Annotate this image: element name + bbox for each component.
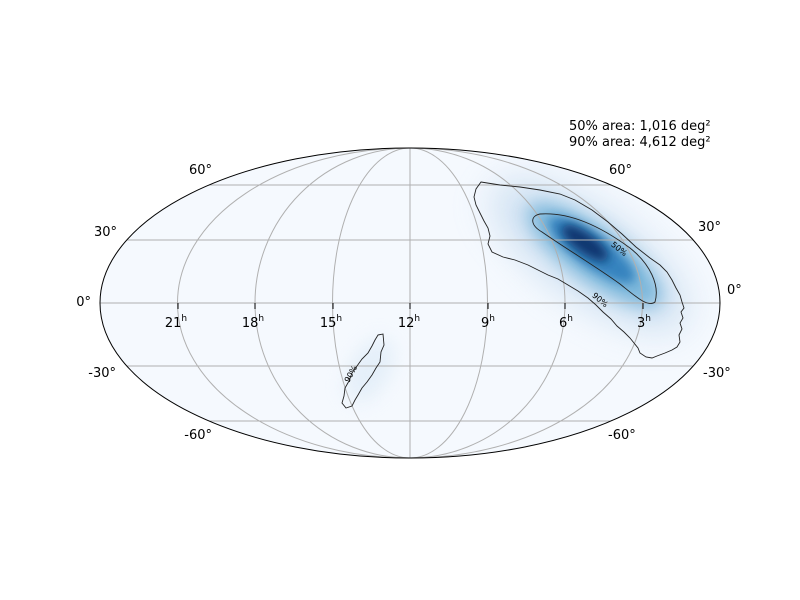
contour-50 bbox=[532, 213, 657, 304]
dec-label-left-m60: -60° bbox=[184, 428, 212, 443]
dec-label-left-30: 30° bbox=[94, 225, 117, 240]
ra-label-12h: 12h bbox=[398, 314, 420, 331]
probability-density bbox=[345, 179, 688, 402]
ra-ticks bbox=[177, 303, 644, 309]
dec-label-left-m30: -30° bbox=[88, 366, 116, 381]
ra-label-15h: 15h bbox=[320, 314, 342, 331]
map-outline bbox=[99, 147, 721, 459]
dec-label-right-0: 0° bbox=[727, 283, 742, 298]
ra-label-18h: 18h bbox=[242, 314, 264, 331]
ra-labels: 21h 18h 15h 12h 9h 6h 3h bbox=[165, 314, 651, 331]
dec-label-right-60: 60° bbox=[609, 163, 632, 178]
dec-label-right-30: 30° bbox=[698, 220, 721, 235]
area-90-annotation: 90% area: 4,612 deg² bbox=[569, 135, 711, 150]
dec-labels-left: 60° 30° 0° -30° -60° bbox=[76, 163, 212, 443]
contour-90-secondary bbox=[341, 333, 385, 409]
ra-label-6h: 6h bbox=[559, 314, 573, 331]
ra-label-3h: 3h bbox=[637, 314, 651, 331]
ra-label-9h: 9h bbox=[481, 314, 495, 331]
contour-90 bbox=[341, 181, 685, 409]
dec-label-right-m60: -60° bbox=[608, 428, 636, 443]
ra-label-21h: 21h bbox=[165, 314, 187, 331]
contour-90-main bbox=[473, 181, 685, 359]
area-50-annotation: 50% area: 1,016 deg² bbox=[569, 119, 711, 134]
dec-label-left-60: 60° bbox=[189, 163, 212, 178]
dec-label-left-0: 0° bbox=[76, 295, 91, 310]
dec-label-right-m30: -30° bbox=[703, 366, 731, 381]
dec-labels-right: 60° 30° 0° -30° -60° bbox=[608, 163, 742, 443]
